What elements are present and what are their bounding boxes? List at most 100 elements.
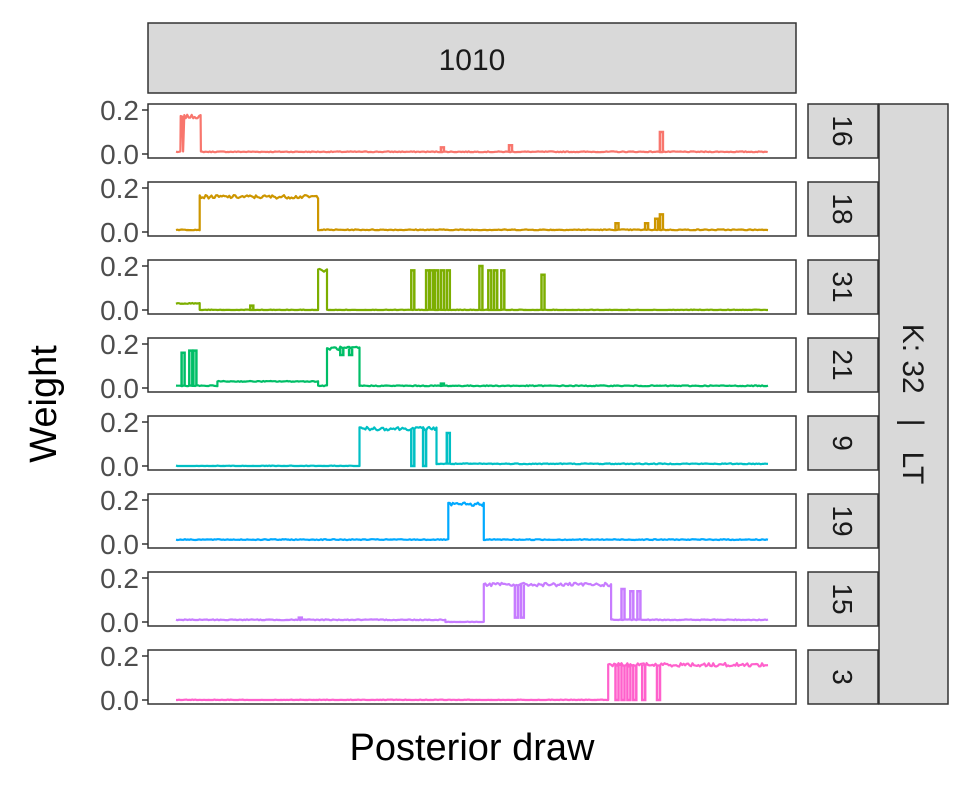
trace-spike — [297, 616, 304, 620]
trace-spike — [439, 269, 446, 310]
panel-frame — [147, 571, 797, 627]
column-strip — [147, 22, 797, 94]
trace-spike — [249, 304, 255, 310]
row-strip — [807, 571, 879, 627]
row-strip — [807, 259, 879, 315]
trace-spike — [192, 349, 198, 386]
trace-spike — [643, 221, 650, 230]
trace-line-3 — [176, 661, 769, 702]
row-strip-label: 31 — [827, 271, 858, 302]
row-strip — [807, 103, 879, 159]
trace-spike — [620, 587, 626, 620]
y-tick-label: 0.2 — [100, 95, 139, 126]
y-tick-label: 0.0 — [100, 295, 139, 326]
trace-spike — [478, 264, 484, 310]
trace-spike — [658, 130, 665, 152]
trace-spike — [445, 269, 452, 310]
row-strip-label: 3 — [827, 669, 858, 685]
y-tick-label: 0.0 — [100, 607, 139, 638]
y-tick-label: 0.0 — [100, 139, 139, 170]
row-strip-label: 18 — [827, 193, 858, 224]
trace-spike — [513, 584, 520, 619]
trace-spike — [500, 269, 506, 310]
trace-spike — [347, 348, 354, 357]
trace-spike — [180, 351, 186, 386]
trace-spike — [445, 431, 452, 464]
trace-line-18 — [175, 194, 769, 232]
trace-spike — [632, 664, 638, 702]
trace-spike — [421, 428, 428, 468]
panel-frame — [147, 649, 797, 705]
row-group-strip — [878, 103, 949, 705]
trace-spike — [640, 664, 647, 702]
row-strip — [807, 493, 879, 549]
trace-line-16 — [175, 113, 768, 154]
trace-spike — [339, 348, 345, 357]
trace-spike — [614, 221, 620, 230]
facet-panel-15: 0.0 0.2 15 — [100, 563, 879, 638]
trace-spike — [626, 664, 632, 702]
facet-panel-9: 0.0 0.2 9 — [100, 407, 879, 482]
row-group-strip-label: K: 32 | LT — [896, 324, 929, 485]
row-strip — [807, 649, 879, 705]
facet-panels: 0.00.2160.00.2180.00.2310.00.2210.00.290… — [100, 95, 879, 716]
trace-line-31 — [175, 267, 768, 312]
trace-line-15 — [175, 581, 769, 624]
facet-panel-21: 0.0 0.2 21 — [100, 329, 879, 404]
trace-spike — [653, 217, 660, 230]
y-tick-label: 0.2 — [100, 485, 139, 516]
y-axis-title: Weight — [23, 345, 65, 463]
facet-panel-19: 0.0 0.2 19 — [100, 485, 879, 560]
y-tick-label: 0.2 — [100, 407, 139, 438]
x-axis-title: Posterior draw — [350, 727, 596, 769]
trace-spike — [519, 584, 526, 619]
facet-panel-18: 0.0 0.2 18 — [100, 173, 879, 248]
row-strip-label: 16 — [827, 115, 858, 146]
facet-panel-16: 0.0 0.2 16 — [100, 95, 879, 170]
facet-panel-3: 0.0 0.2 3 — [100, 641, 879, 716]
row-strip — [807, 337, 879, 393]
trace-spike — [614, 664, 620, 702]
panel-frame — [147, 259, 797, 315]
y-tick-label: 0.0 — [100, 217, 139, 248]
row-strip-label: 21 — [827, 349, 858, 380]
y-tick-label: 0.2 — [100, 251, 139, 282]
trace-spike — [439, 382, 446, 386]
trace-line-19 — [175, 501, 769, 542]
trace-spike — [620, 664, 626, 702]
y-tick-label: 0.0 — [100, 529, 139, 560]
trace-spike — [629, 589, 635, 620]
row-strip — [807, 415, 879, 471]
trace-spike — [636, 589, 642, 620]
y-tick-label: 0.2 — [100, 173, 139, 204]
trace-spike — [655, 664, 662, 702]
panel-frame — [147, 337, 797, 393]
row-strip-label: 19 — [827, 505, 858, 536]
panel-frame — [147, 103, 797, 159]
y-tick-label: 0.0 — [100, 373, 139, 404]
y-tick-label: 0.0 — [100, 451, 139, 482]
trace-spike — [487, 269, 493, 310]
y-tick-label: 0.2 — [100, 329, 139, 360]
trace-line-9 — [175, 425, 769, 468]
y-tick-label: 0.0 — [100, 685, 139, 716]
trace-spike — [439, 146, 446, 152]
trace-spike — [428, 269, 435, 310]
trace-spike — [507, 143, 514, 152]
trace-spike — [658, 213, 665, 230]
column-strip-label: 1010 — [439, 44, 506, 77]
panel-frame — [147, 415, 797, 471]
trace-spike — [410, 428, 416, 468]
panel-frame — [147, 181, 797, 237]
trace-spike — [540, 273, 546, 310]
trace-spike — [492, 269, 499, 310]
y-tick-label: 0.2 — [100, 641, 139, 672]
row-strip-label: 15 — [827, 583, 858, 614]
y-tick-label: 0.2 — [100, 563, 139, 594]
trace-line-21 — [175, 345, 769, 388]
trace-spike — [433, 269, 440, 310]
facet-panel-31: 0.0 0.2 31 — [100, 251, 879, 326]
trace-spike — [410, 269, 416, 310]
row-strip-label: 9 — [827, 435, 858, 451]
row-strip — [807, 181, 879, 237]
